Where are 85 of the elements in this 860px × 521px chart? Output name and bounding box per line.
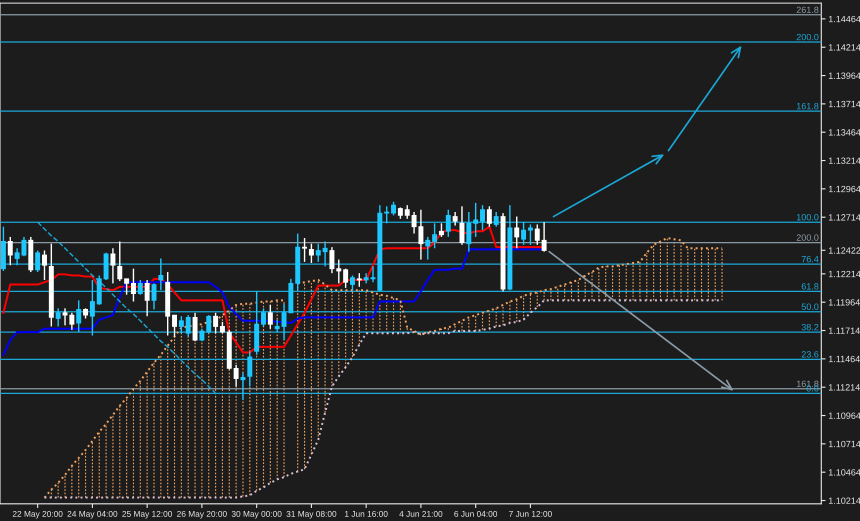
candlestick (329, 246, 334, 274)
candlestick (425, 236, 430, 260)
candlestick (412, 211, 417, 234)
candlestick (480, 204, 485, 231)
candlestick (83, 308, 88, 320)
x-tick-label: 25 May 12:00 (122, 510, 172, 519)
candlestick (432, 222, 438, 249)
x-tick-label: 26 May 20:00 (177, 510, 227, 519)
candlestick (391, 201, 396, 216)
candlestick (90, 279, 95, 336)
candlestick (42, 250, 47, 281)
y-tick-label: 1.11214 (828, 384, 860, 390)
annotation: 76.4 (802, 256, 819, 262)
x-tick-label: 1 Jun 16:00 (345, 510, 388, 517)
candlestick (220, 321, 225, 334)
candlestick (62, 308, 68, 326)
annotation: 23.6 (802, 351, 818, 358)
candlestick (370, 266, 376, 283)
candlestick (486, 206, 492, 228)
candlestick (14, 248, 20, 266)
candlestick (282, 303, 287, 341)
candlestick (56, 308, 61, 328)
candlestick (521, 221, 526, 246)
candlestick (206, 314, 212, 334)
y-tick-label: 1.12422 (828, 247, 860, 254)
candlestick (240, 372, 246, 401)
candlestick (69, 312, 74, 331)
candlestick (76, 300, 82, 333)
candlestick (322, 240, 328, 268)
candlestick (124, 278, 130, 296)
candlestick (110, 248, 116, 284)
x-tick-label: 6 Jun 04:00 (454, 510, 498, 517)
candlestick (172, 314, 177, 338)
x-tick-label: 4 Jun 21:00 (399, 510, 442, 517)
candlestick (144, 279, 150, 317)
candlestick (404, 204, 410, 220)
x-tick-label: 7 Jun 12:00 (509, 510, 552, 517)
candlestick (460, 206, 464, 246)
x-tick-label: 22 May 20:00 (12, 510, 63, 519)
candlestick (234, 364, 239, 388)
candlestick (302, 237, 308, 263)
candlestick (138, 279, 143, 296)
candlestick (316, 243, 321, 263)
candlestick (364, 272, 369, 284)
annotation: 38.2 (802, 324, 818, 330)
candlestick (21, 236, 26, 257)
x-tick-label: 31 May 08:00 (286, 510, 336, 519)
x-tick-label: 30 May 00:00 (232, 510, 282, 519)
candlestick (268, 304, 273, 330)
candlestick (152, 282, 156, 310)
candlestick (117, 240, 122, 282)
candlestick (192, 312, 198, 342)
candlestick (452, 211, 458, 226)
candlestick (542, 221, 547, 252)
candlestick (274, 318, 280, 333)
candlestick (308, 243, 314, 264)
annotation: 61.8 (802, 283, 818, 290)
candlestick (398, 206, 403, 220)
candlestick (356, 272, 362, 288)
candlestick (534, 224, 540, 246)
candlestick (418, 209, 424, 260)
candlestick (446, 209, 451, 238)
annotation: 200.0 (796, 234, 818, 241)
annotation: 161.8 (796, 102, 818, 110)
candlestick (130, 268, 136, 302)
candlestick (350, 274, 355, 291)
annotation: 261.8 (796, 6, 818, 14)
y-tick-label: 1.11964 (828, 299, 860, 306)
candlestick (158, 258, 164, 291)
candlestick (199, 328, 204, 342)
candlestick (35, 250, 40, 273)
y-tick-label: 1.11464 (828, 356, 860, 362)
x-tick-label: 24 May 04:00 (68, 510, 118, 519)
candlestick (528, 224, 533, 246)
candlestick (438, 222, 444, 238)
candlestick (247, 350, 252, 388)
annotation: 161.8 (796, 380, 818, 387)
candlestick (8, 236, 13, 266)
annotation: 50.0 (802, 304, 818, 310)
annotation: 200.0 (796, 34, 818, 40)
annotation: 100.0 (796, 214, 818, 220)
candlestick (494, 211, 499, 228)
candlestick (213, 312, 218, 334)
y-tick-label: 1.11714 (828, 328, 860, 334)
candlestick (514, 216, 520, 249)
